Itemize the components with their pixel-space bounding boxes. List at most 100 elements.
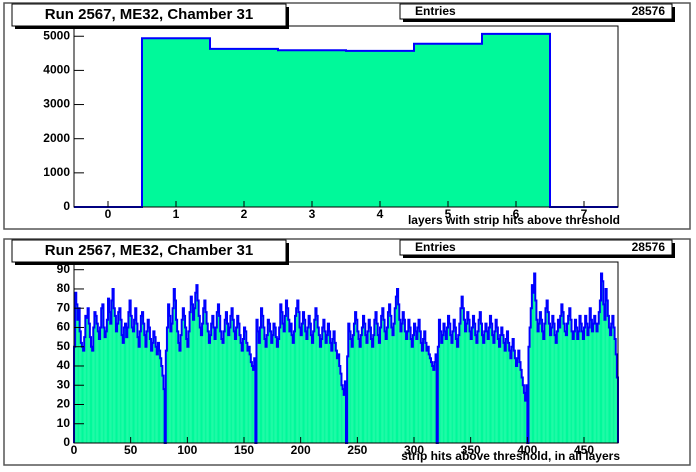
bin — [280, 304, 282, 443]
bin — [438, 319, 441, 443]
bin — [474, 323, 476, 443]
bin — [115, 331, 118, 443]
bin — [160, 358, 162, 443]
bin — [346, 50, 414, 207]
bin — [361, 327, 363, 443]
bin — [261, 308, 263, 443]
x-tick-label: 350 — [461, 443, 481, 457]
bin — [190, 296, 192, 443]
bin — [477, 331, 479, 443]
bin — [470, 339, 472, 443]
bin — [599, 300, 601, 443]
bin — [543, 339, 545, 443]
bin — [402, 312, 404, 443]
bin — [560, 315, 562, 443]
bin — [522, 385, 524, 443]
bin — [198, 315, 200, 443]
bin — [97, 331, 99, 443]
bin — [102, 304, 104, 443]
bin — [326, 335, 328, 443]
bin — [173, 288, 175, 443]
bin — [407, 331, 409, 443]
bin — [105, 331, 107, 443]
bin — [442, 335, 444, 443]
bin — [340, 373, 342, 443]
bin — [96, 323, 98, 443]
bin — [461, 296, 463, 443]
bin — [291, 335, 293, 443]
bin — [296, 308, 298, 443]
bin — [368, 319, 370, 443]
bin — [445, 339, 447, 443]
bin — [410, 339, 412, 443]
bin — [485, 323, 487, 443]
bin — [139, 331, 141, 443]
bin — [240, 342, 242, 443]
bin — [564, 331, 566, 443]
bin — [459, 323, 461, 443]
bin — [601, 273, 603, 443]
bin — [511, 346, 513, 443]
bin — [350, 339, 352, 443]
y-tick-label: 5000 — [43, 28, 70, 42]
bin — [574, 319, 577, 443]
bin — [578, 331, 580, 443]
bin — [380, 327, 382, 443]
bin — [392, 335, 394, 443]
bin — [188, 331, 190, 443]
bin — [319, 346, 322, 443]
bin — [484, 331, 486, 443]
y-tick-label: 3000 — [43, 97, 70, 111]
x-tick-label: 250 — [347, 443, 367, 457]
bin — [324, 331, 326, 443]
bin — [189, 312, 191, 443]
bin — [597, 323, 599, 443]
bin — [570, 319, 572, 443]
bin — [489, 315, 492, 443]
bin — [279, 327, 281, 443]
bin — [406, 339, 408, 443]
bin — [187, 346, 189, 443]
bin — [425, 342, 427, 443]
bin — [114, 315, 116, 443]
bin — [132, 331, 135, 443]
bin — [606, 300, 608, 443]
bin — [513, 350, 515, 443]
bin — [119, 308, 121, 443]
bin — [548, 323, 550, 443]
bin — [429, 358, 431, 443]
bin — [318, 335, 320, 443]
bin — [593, 323, 595, 443]
bin — [530, 308, 532, 443]
bin — [182, 308, 184, 443]
bin — [229, 327, 231, 443]
bin — [519, 362, 521, 443]
y-tick-label: 1000 — [43, 165, 70, 179]
bin — [207, 331, 209, 443]
bin — [441, 342, 443, 443]
bin — [210, 335, 212, 443]
bin — [262, 315, 264, 443]
bin — [216, 312, 218, 443]
bin — [249, 354, 251, 443]
bin — [383, 319, 385, 443]
bin — [323, 319, 325, 443]
bin — [516, 365, 518, 443]
bin — [479, 312, 481, 443]
bin — [152, 342, 154, 443]
plot-frame-border — [73, 261, 619, 444]
bin — [525, 400, 527, 443]
bin — [168, 304, 170, 443]
bin — [85, 315, 87, 443]
bin — [453, 319, 455, 443]
bin — [508, 342, 510, 443]
bin — [231, 308, 233, 443]
bin — [148, 327, 150, 443]
bin — [556, 331, 558, 443]
bin — [223, 331, 225, 443]
bin — [205, 312, 207, 443]
bin — [287, 308, 289, 443]
bin — [571, 331, 573, 443]
bin — [589, 308, 591, 443]
